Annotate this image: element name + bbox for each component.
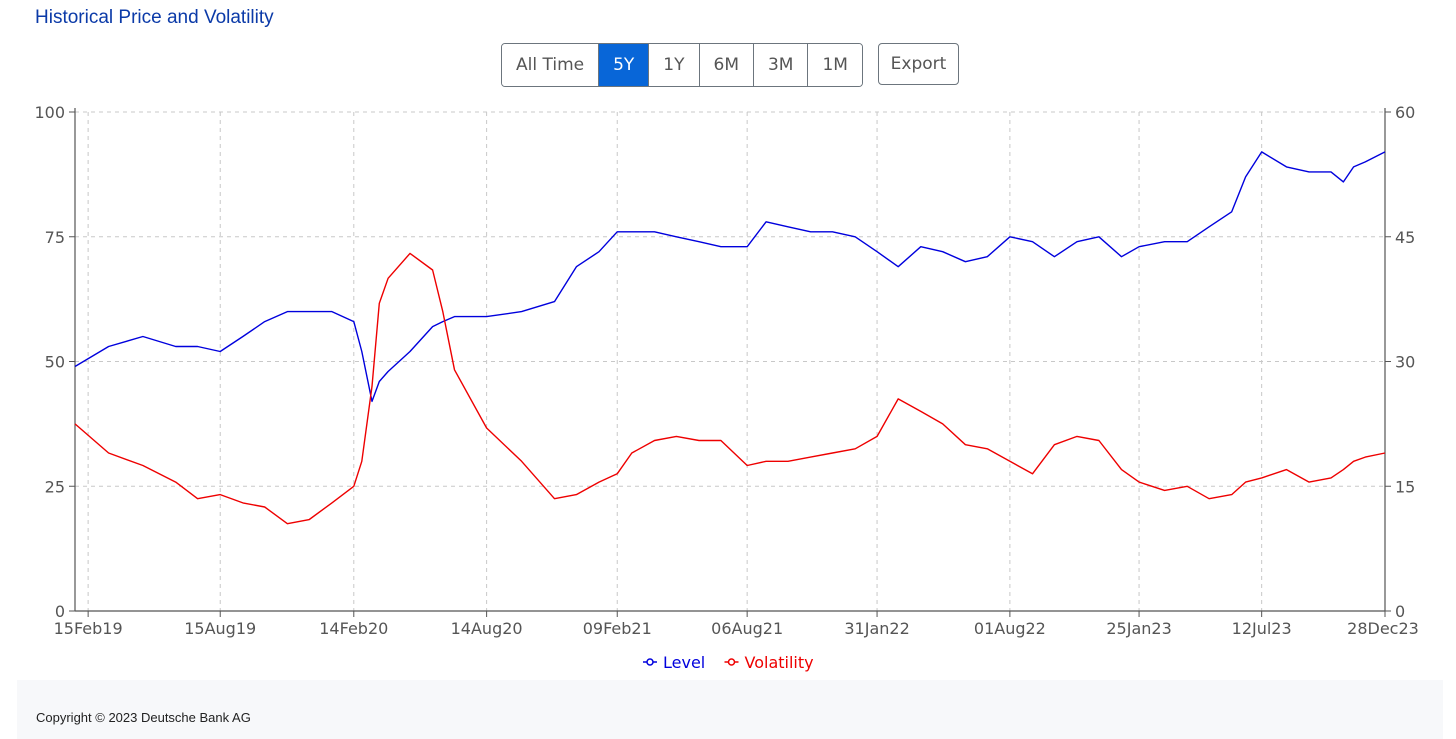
y-right-tick-label: 60 <box>1395 103 1415 122</box>
copyright-text: Copyright © 2023 Deutsche Bank AG <box>36 710 251 725</box>
range-3m-button[interactable]: 3M <box>753 44 809 86</box>
legend-marker-dot <box>646 658 654 666</box>
legend-marker-dot <box>727 658 736 666</box>
range-all-time-button[interactable]: All Time <box>502 44 600 86</box>
x-tick-label: 14Aug20 <box>451 619 523 638</box>
legend-label-volatility: Volatility <box>745 653 814 672</box>
y-right-tick-label: 15 <box>1395 477 1415 496</box>
chart-title: Historical Price and Volatility <box>35 7 274 28</box>
legend-label-level: Level <box>663 653 705 672</box>
range-6m-button[interactable]: 6M <box>699 44 754 86</box>
series-line-level <box>74 151 1386 403</box>
y-right-tick-label: 30 <box>1395 353 1415 372</box>
y-left-tick-label: 50 <box>45 353 65 372</box>
y-left-tick-label: 75 <box>45 228 65 247</box>
range-1m-button[interactable]: 1M <box>808 44 862 86</box>
x-tick-label: 15Feb19 <box>54 619 123 638</box>
time-range-selector: All Time 5Y 1Y 6M 3M 1M <box>501 43 863 87</box>
footer: Copyright © 2023 Deutsche Bank AG <box>17 680 1443 739</box>
x-tick-label: 14Feb20 <box>319 619 388 638</box>
x-tick-label: 09Feb21 <box>583 619 652 638</box>
x-tick-label: 06Aug21 <box>711 619 783 638</box>
price-volatility-chart: 0 0 25 15 50 30 75 45 100 60 15Feb19 15Aug19 14Feb20… <box>34 103 1419 672</box>
range-5y-button[interactable]: 5Y <box>599 44 650 86</box>
y-right-tick-label: 0 <box>1395 602 1405 621</box>
x-tick-label: 31Jan22 <box>844 619 909 638</box>
series-line-volatility <box>74 252 1386 525</box>
x-tick-label: 01Aug22 <box>974 619 1046 638</box>
y-left-tick-label: 100 <box>34 103 65 122</box>
export-button[interactable]: Export <box>878 43 959 85</box>
y-left-tick-label: 0 <box>55 602 65 621</box>
y-left-tick-label: 25 <box>45 477 65 496</box>
y-right-tick-label: 45 <box>1395 228 1415 247</box>
range-1y-button[interactable]: 1Y <box>649 44 700 86</box>
x-tick-label: 25Jan23 <box>1106 619 1171 638</box>
x-tick-label: 28Dec23 <box>1347 619 1419 638</box>
x-tick-label: 15Aug19 <box>184 619 256 638</box>
x-tick-label: 12Jul23 <box>1232 619 1292 638</box>
